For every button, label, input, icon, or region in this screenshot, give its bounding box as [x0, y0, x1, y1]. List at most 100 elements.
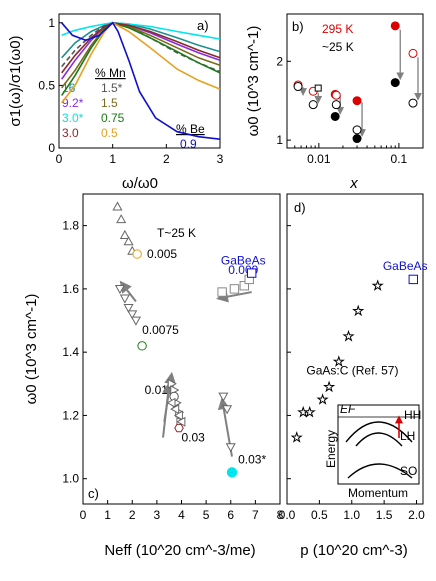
a-series-3.0 — [61, 21, 221, 74]
c-point — [170, 404, 180, 415]
mn-label: 1.5 — [101, 96, 118, 110]
c-series-label: 0.03* — [238, 453, 266, 467]
panel-a-label: a) — [197, 18, 209, 33]
panel-d-xlabel: p (10^20 cm^-3) — [300, 542, 407, 559]
d-xtick-label: 1.0 — [343, 508, 360, 522]
c-xtick-label: 4 — [178, 508, 185, 522]
b-point — [352, 125, 362, 135]
c-point — [239, 281, 249, 291]
b-point — [293, 82, 303, 92]
c-xtick-label: 8 — [277, 508, 284, 522]
c-ytick-label: 1.8 — [62, 219, 79, 233]
mn-label: 0.5 — [101, 126, 118, 140]
be-header: % Be — [176, 122, 205, 136]
panel-d-frame — [286, 193, 424, 505]
b-point — [331, 90, 341, 100]
d-point — [408, 274, 418, 285]
c-point — [119, 229, 130, 239]
panel-c-label: c) — [88, 486, 99, 501]
b-point — [390, 78, 400, 88]
hh-band — [345, 421, 413, 443]
d-point — [352, 304, 365, 317]
a-xtick-label: 3 — [217, 152, 224, 166]
c-point — [229, 284, 240, 294]
c-arrow — [216, 290, 252, 303]
b-point — [330, 111, 340, 121]
hh-label: HH — [404, 408, 421, 422]
panel-c-xlabel: Neff (10^20 cm^-3/me) — [104, 542, 255, 559]
c-xtick-label: 3 — [154, 508, 161, 522]
b-xtick-label: 0.01 — [307, 152, 331, 166]
c-point — [218, 392, 229, 402]
legend-295k: 295 K — [322, 22, 353, 36]
mn-label: 0.75 — [101, 111, 125, 125]
panel-b-ylabel: ω0 (10^3 cm^-1) — [245, 26, 262, 137]
c-series-label: GaBeAs — [221, 253, 266, 267]
c-ytick-label: 1.6 — [62, 282, 79, 296]
d-series-label: GaBeAs — [383, 259, 428, 273]
panel-b-xlabel: x — [349, 175, 358, 192]
mn-label: 1.5* — [101, 81, 123, 95]
c-xtick-label: 0 — [80, 508, 87, 522]
b-point — [352, 96, 362, 106]
c-point — [226, 467, 238, 478]
a-series-0.9 — [61, 21, 221, 140]
d-series-label: GaAs:C (Ref. 57) — [306, 363, 398, 377]
c-xtick-label: 6 — [227, 508, 234, 522]
c-point — [217, 287, 227, 297]
d-xtick-label: 0.0 — [279, 508, 296, 522]
be-label: 0.9 — [180, 137, 197, 151]
d-point — [322, 380, 336, 393]
c-point — [119, 294, 130, 304]
temperature-label: T~25 K — [157, 226, 196, 240]
so-band — [347, 463, 413, 479]
d-xtick-label: 2.0 — [408, 508, 425, 522]
c-point — [225, 443, 236, 453]
c-point — [127, 310, 138, 320]
b-point — [352, 134, 362, 144]
c-xtick-label: 2 — [129, 508, 136, 522]
a-ytick-label: 0 — [48, 141, 55, 155]
lh-label: LH — [400, 429, 415, 443]
panel-a-plot — [61, 21, 221, 140]
c-point — [137, 341, 147, 351]
a-xtick-label: 2 — [163, 152, 170, 166]
c-point — [176, 416, 186, 427]
panel-b-plot — [293, 21, 422, 144]
d-point — [303, 405, 316, 418]
mn-label: 9.2* — [62, 96, 84, 110]
d-point — [332, 355, 345, 367]
d-point — [290, 431, 303, 443]
d-point — [342, 329, 355, 342]
fermi-label: EF — [340, 402, 356, 416]
c-point — [132, 249, 142, 259]
panel-b-label: b) — [292, 19, 304, 34]
c-point — [222, 405, 233, 415]
panel-a-frame — [58, 13, 221, 149]
legend-25k: ~25 K — [322, 40, 354, 54]
b-ytick-label: 2 — [276, 54, 283, 68]
energy-label: Energy — [324, 430, 338, 468]
a-ytick-label: 1 — [48, 16, 55, 30]
c-ytick-label: 1.0 — [62, 472, 79, 486]
panel-d-plot — [290, 274, 418, 443]
band-inset — [337, 404, 420, 485]
mn-label: 16 — [62, 81, 76, 95]
c-xtick-label: 7 — [252, 508, 259, 522]
c-point — [130, 316, 141, 326]
d-xtick-label: 0.5 — [311, 508, 328, 522]
c-series-label: 0.005 — [147, 247, 177, 261]
inset-frame — [337, 404, 420, 485]
c-point — [123, 236, 134, 246]
a-series-0.5 — [61, 21, 221, 104]
c-point — [116, 214, 127, 224]
c-xtick-label: 1 — [104, 508, 111, 522]
c-series-label: 0.0075 — [142, 323, 179, 337]
a-ytick-label: 0.5 — [38, 78, 55, 92]
d-point — [316, 393, 329, 405]
b-xtick-label: 0.1 — [391, 152, 408, 166]
mn-header: % Mn — [95, 66, 126, 80]
c-point — [174, 423, 184, 433]
c-point — [246, 268, 257, 278]
